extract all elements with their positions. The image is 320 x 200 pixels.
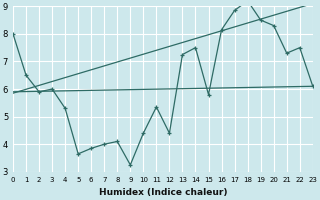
X-axis label: Humidex (Indice chaleur): Humidex (Indice chaleur) [99, 188, 227, 197]
